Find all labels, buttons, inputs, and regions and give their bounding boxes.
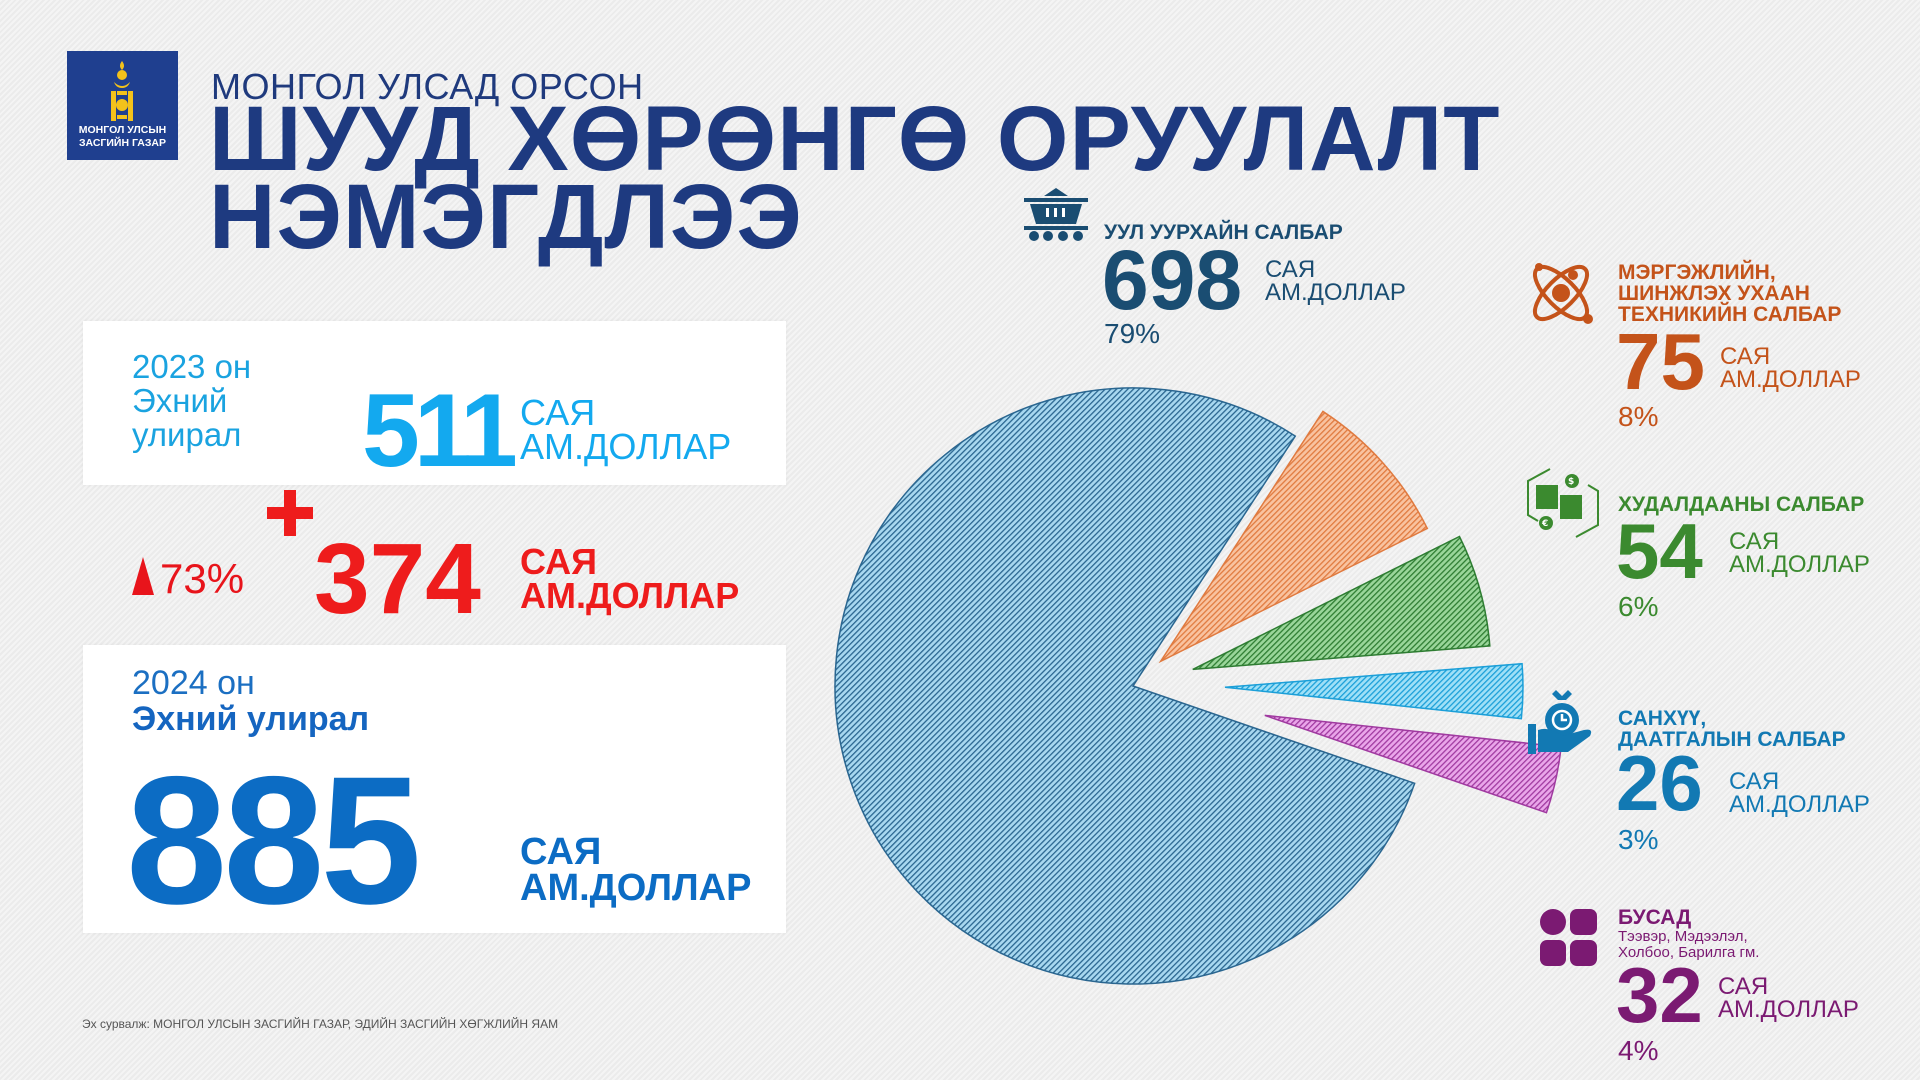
pie-slice-finance	[1224, 662, 1524, 720]
svg-text:€: €	[1541, 519, 1548, 529]
sector-percent-science: 8%	[1618, 401, 1659, 432]
page-subtitle: МОНГОЛ УЛСАД ОРСОН	[211, 66, 644, 107]
sector-label-science: МЭРГЭЖЛИЙН, ШИНЖЛЭХ УХААН ТЕХНИКИЙН САЛБ…	[1618, 261, 1842, 326]
pie-slice-science	[1158, 410, 1429, 664]
sector-percent-mining: 79%	[1104, 318, 1161, 349]
sector-unit-other: САЯ АМ.ДОЛЛАР	[1718, 973, 1859, 1023]
pie-slice-trade	[1192, 535, 1491, 671]
plus-icon	[267, 490, 313, 536]
period-2023-label: 2023 он Эхний улирал	[132, 348, 252, 453]
year-2024-label: 2024 он	[132, 664, 255, 702]
sector-value-finance: 26	[1616, 739, 1703, 827]
sector-label-other: БУСАД	[1618, 906, 1692, 929]
sector-percent-trade: 6%	[1618, 591, 1659, 622]
growth-percent: 73%	[132, 555, 244, 603]
sector-percent-finance: 3%	[1618, 824, 1659, 855]
unit-2024: САЯ АМ.ДОЛЛАР	[520, 831, 752, 909]
page-title: ШУУД ХӨРӨНГӨ ОРУУЛАЛТ НЭМЭГДЛЭЭ	[209, 88, 1501, 268]
sector-value-mining: 698	[1102, 233, 1243, 327]
sector-percent-other: 4%	[1618, 1035, 1659, 1066]
soyombo-emblem-icon	[111, 61, 133, 121]
card-2023	[83, 321, 786, 485]
sector-label-trade: ХУДАЛДААНЫ САЛБАР	[1618, 493, 1865, 516]
sector-unit-trade: САЯ АМ.ДОЛЛАР	[1729, 528, 1870, 578]
sector-unit-mining: САЯ АМ.ДОЛЛАР	[1265, 256, 1406, 306]
logo-text: МОНГОЛ УЛСЫН ЗАСГИЙН ГАЗАР	[78, 124, 167, 149]
mining-cart-icon	[1024, 188, 1088, 241]
sector-label-finance: САНХҮҮ, ДААТГАЛЫН САЛБАР	[1618, 707, 1846, 751]
unit-2023: САЯ АМ.ДОЛЛАР	[520, 392, 732, 467]
up-triangle-icon	[132, 557, 154, 595]
trade-boxes-icon: $€	[1527, 468, 1599, 538]
government-logo: МОНГОЛ УЛСЫН ЗАСГИЙН ГАЗАР	[67, 51, 178, 160]
card-2024	[83, 645, 786, 933]
value-2023: 511	[362, 373, 518, 489]
sector-value-trade: 54	[1616, 507, 1703, 595]
sector-sublabel-other: Тээвэр, Мэдээлэл, Холбоо, Барилга гм.	[1618, 928, 1760, 961]
increase-unit: САЯ АМ.ДОЛЛАР	[520, 541, 740, 616]
sector-value-other: 32	[1616, 951, 1703, 1039]
sector-value-science: 75	[1616, 317, 1705, 406]
period-2024-label: Эхний улирал	[132, 700, 370, 738]
sector-unit-science: САЯ АМ.ДОЛЛАР	[1720, 343, 1861, 393]
growth-percent-value: 73%	[160, 555, 245, 602]
pie-slice-mining	[834, 387, 1416, 985]
svg-text:$: $	[1568, 477, 1574, 487]
increase-value: 374	[314, 523, 481, 635]
money-bag-hand-icon	[1528, 690, 1592, 754]
grid-squares-icon	[1540, 909, 1597, 966]
sector-label-mining: УУЛ УУРХАЙН САЛБАР	[1104, 221, 1343, 244]
sector-unit-finance: САЯ АМ.ДОЛЛАР	[1729, 768, 1870, 818]
value-2024: 885	[126, 738, 422, 942]
atom-icon	[1533, 263, 1593, 324]
source-note: Эх сурвалж: МОНГОЛ УЛСЫН ЗАСГИЙН ГАЗАР, …	[82, 1017, 559, 1031]
